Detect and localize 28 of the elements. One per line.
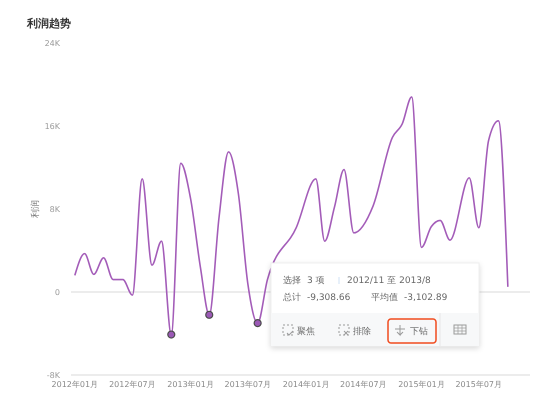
annotation: 下钻	[410, 326, 428, 337]
x-tick-label: 2014年07月	[340, 380, 387, 389]
point	[254, 319, 262, 328]
point	[205, 310, 214, 319]
x-tick-label: 2012年01月	[52, 380, 98, 389]
annotation: 排除	[353, 326, 371, 337]
x-tick-label: 2015年01月	[398, 380, 445, 389]
y-tick-label: 24K	[44, 38, 61, 48]
x-tick-label: 2015年07月	[455, 380, 502, 389]
annotation: 总计	[282, 292, 301, 303]
y-tick-label: -8K	[46, 370, 61, 380]
annotation: 3 项	[307, 276, 325, 286]
x-tick-label: 2012年07月	[109, 380, 156, 389]
x-tick-label: 2014年01月	[282, 380, 330, 389]
y-tick-label: 8K	[50, 204, 61, 214]
x-tick-label: 2013年07月	[224, 380, 272, 389]
x-tick-label: 2013年01月	[167, 380, 214, 389]
y-tick-label: 0	[54, 288, 60, 297]
point	[167, 330, 176, 339]
annotation: 选择	[283, 275, 301, 286]
annotation: -9,308.66	[307, 293, 351, 303]
annotation: -3,102.89	[404, 293, 448, 303]
annotation: 聚焦	[297, 326, 315, 337]
chart-title: 利润趋势	[26, 17, 71, 30]
y-tick-label: 16K	[44, 122, 61, 131]
annotation: 2012/11 至 2013/8	[347, 276, 432, 286]
annotation: 平均值	[371, 292, 398, 303]
y-axis-title: 利润	[30, 200, 41, 218]
